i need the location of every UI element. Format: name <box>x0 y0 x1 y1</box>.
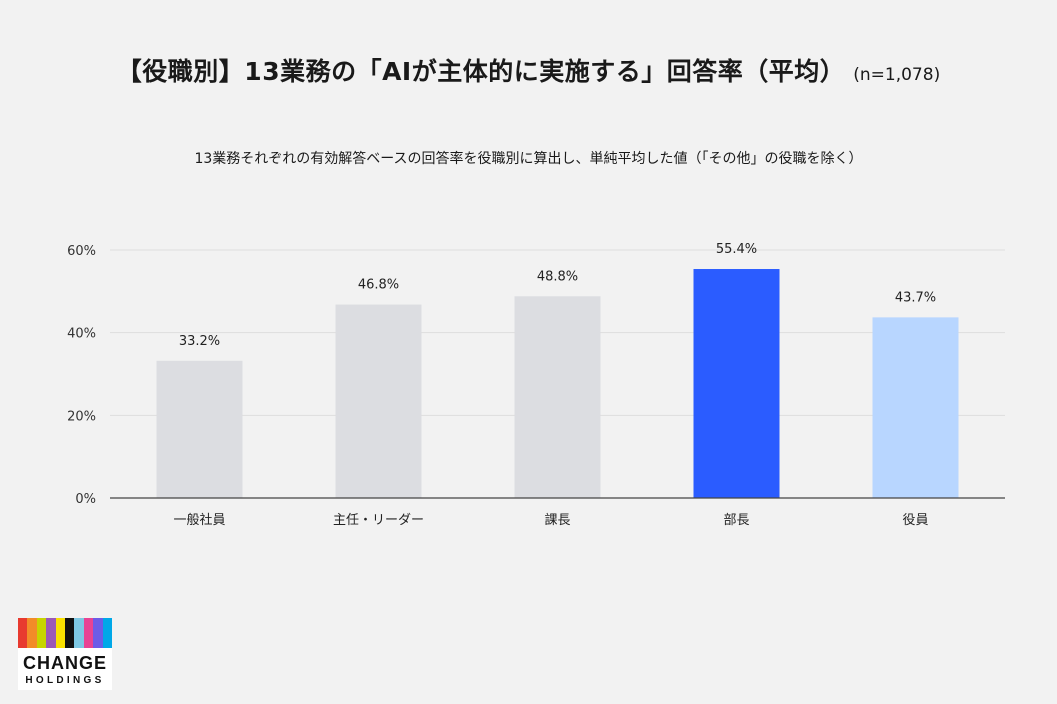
logo-stripe <box>74 618 84 648</box>
x-tick-label: 役員 <box>902 513 928 528</box>
data-label: 48.8% <box>537 269 578 284</box>
x-tick-label: 部長 <box>723 513 749 528</box>
logo-word-change: CHANGE <box>22 653 107 673</box>
chart-subtitle: 13業務それぞれの有効解答ベースの回答率を役職別に算出し、単純平均した値（「その… <box>194 151 863 167</box>
logo-stripe <box>102 618 113 648</box>
bar <box>156 360 243 498</box>
logo-stripe <box>27 618 37 648</box>
x-tick-label: 一般社員 <box>173 512 225 528</box>
data-label: 46.8% <box>358 278 399 293</box>
logo-stripe <box>55 618 66 648</box>
bar <box>335 304 422 498</box>
bar <box>693 269 780 498</box>
sample-size-note: (n=1,078) <box>853 65 941 85</box>
logo-stripe <box>93 618 103 648</box>
chart-title: 【役職別】13業務の「AIが主体的に実施する」回答率（平均） <box>116 57 846 86</box>
y-tick-label: 20% <box>67 409 96 424</box>
logo-stripe <box>65 618 75 648</box>
bar <box>872 317 959 498</box>
x-tick-label: 課長 <box>544 512 570 528</box>
y-tick-label: 40% <box>67 327 96 342</box>
logo-stripe <box>46 618 56 648</box>
y-tick-label: 60% <box>67 244 96 259</box>
logo-stripe <box>18 618 28 648</box>
logo-stripe <box>36 618 47 648</box>
change-holdings-logo: CHANGE HOLDINGS <box>18 618 113 690</box>
data-label: 33.2% <box>179 334 220 349</box>
data-label: 43.7% <box>895 290 936 305</box>
data-label: 55.4% <box>716 242 757 257</box>
bar <box>514 296 601 498</box>
logo-stripes <box>18 618 113 648</box>
chart-title-row: 【役職別】13業務の「AIが主体的に実施する」回答率（平均） (n=1,078) <box>0 52 1057 88</box>
logo-word-holdings: HOLDINGS <box>25 675 105 686</box>
x-tick-label: 主任・リーダー <box>333 513 424 528</box>
logo-stripe <box>83 618 94 648</box>
y-tick-label: 0% <box>75 492 96 507</box>
